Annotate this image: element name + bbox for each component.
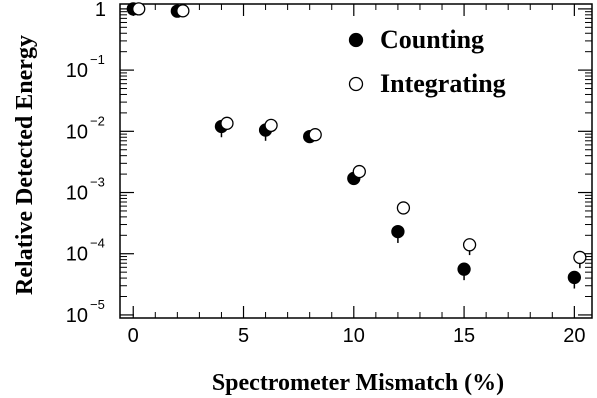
- y-tick-exponent-3: −3: [90, 175, 105, 190]
- legend-marker-integrating: [348, 76, 364, 92]
- point-integrating-4: [308, 128, 322, 142]
- point-integrating-8: [573, 250, 587, 265]
- point-integrating-6: [396, 201, 411, 215]
- point-counting-6: [391, 224, 405, 239]
- y-tick-label-4: 10: [66, 244, 88, 266]
- plot-area-frame: [119, 3, 593, 319]
- point-counting-8: [567, 270, 582, 285]
- point-integrating-3: [264, 118, 278, 133]
- x-tick-label-20: 20: [563, 325, 585, 347]
- y-tick-label-0: 1: [95, 0, 106, 21]
- y-tick-exponent-4: −4: [90, 236, 105, 251]
- point-integrating-5: [352, 164, 366, 179]
- x-tick-label-0: 0: [128, 325, 139, 347]
- y-tick-exponent-1: −1: [90, 52, 105, 67]
- y-tick-exponent-2: −2: [90, 113, 105, 128]
- x-tick-label-15: 15: [453, 325, 475, 347]
- point-integrating-0: [132, 2, 146, 16]
- y-axis-title: Relative Detected Energy: [12, 35, 38, 295]
- y-tick-exponent-5: −5: [90, 297, 105, 312]
- y-tick-label-5: 10: [66, 305, 88, 327]
- y-tick-label-3: 10: [66, 183, 88, 205]
- x-tick-label-5: 5: [238, 325, 249, 347]
- x-axis-title: Spectrometer Mismatch (%): [212, 370, 504, 396]
- point-integrating-1: [176, 4, 190, 18]
- y-tick-label-1: 10: [66, 60, 88, 82]
- x-tick-label-10: 10: [343, 325, 365, 347]
- legend-label-counting: Counting: [380, 25, 484, 54]
- legend-label-integrating: Integrating: [380, 69, 506, 98]
- point-integrating-7: [462, 238, 477, 252]
- y-tick-label-2: 10: [66, 121, 88, 143]
- legend-marker-counting: [348, 32, 364, 48]
- point-counting-7: [457, 262, 471, 276]
- point-integrating-2: [220, 116, 234, 130]
